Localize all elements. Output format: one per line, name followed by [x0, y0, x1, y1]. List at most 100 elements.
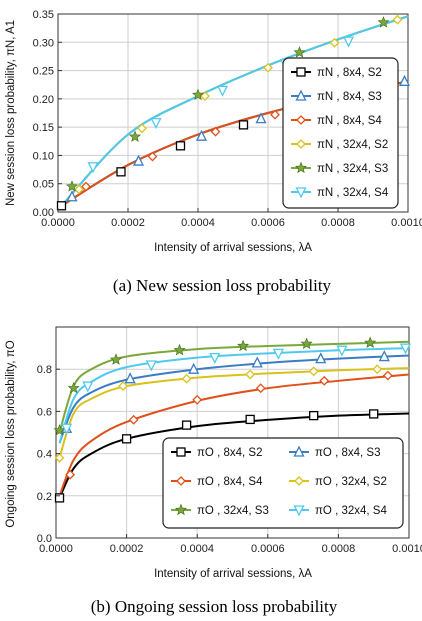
series-marker — [377, 16, 390, 28]
legend-marker — [293, 505, 305, 517]
series-marker — [110, 353, 123, 365]
series-marker — [210, 126, 221, 137]
y-tick-label: 0.25 — [33, 66, 54, 78]
series-marker — [132, 154, 145, 166]
y-tick-label: 0.20 — [33, 94, 54, 106]
legend-label: πO , 32x4, S3 — [197, 505, 269, 517]
series-marker — [195, 129, 208, 141]
series-marker — [336, 345, 348, 357]
x-tick-label: 0.0000 — [41, 217, 75, 229]
series-marker — [270, 109, 280, 120]
x-tick-label: 0.0004 — [181, 217, 215, 229]
series-marker — [54, 452, 65, 463]
legend-a: πN , 8x4, S2 πN , 8x4, S3 πN , 8x4, S4 πN ,… — [282, 57, 399, 209]
legend-label: πN , 32x4, S2 — [317, 139, 388, 151]
y-tick-label: 0.30 — [33, 37, 54, 49]
series-marker — [82, 381, 94, 393]
series-marker — [209, 352, 221, 365]
series-marker — [398, 74, 411, 86]
series-marker — [245, 369, 256, 380]
legend-label: πN , 8x4, S2 — [317, 67, 382, 79]
legend-label: πN , 32x4, S3 — [317, 163, 388, 175]
y-tick-label: 0.4 — [37, 449, 52, 461]
legend-label: πN , 32x4, S4 — [317, 187, 389, 199]
legend-label: πN , 8x4, S3 — [317, 91, 382, 103]
series-marker — [145, 360, 157, 372]
legend-label: πO , 8x4, S4 — [197, 476, 263, 488]
legend-marker — [293, 445, 305, 457]
series-marker — [378, 350, 390, 362]
legend-marker — [294, 476, 304, 486]
series-marker — [245, 414, 255, 425]
legend-label: πO , 8x4, S2 — [197, 447, 262, 459]
series-marker — [329, 37, 340, 48]
series-line — [58, 367, 410, 459]
series-line — [58, 354, 410, 444]
series-marker — [300, 337, 313, 349]
series-marker — [369, 409, 379, 419]
caption-b: (b) Ongoing session loss probability — [91, 597, 338, 616]
legend-marker — [295, 187, 307, 199]
legend-marker — [176, 476, 186, 486]
series-line — [58, 347, 410, 444]
series-marker — [272, 348, 284, 360]
series-marker — [188, 362, 200, 374]
legend-box — [162, 437, 404, 529]
series-marker — [263, 62, 273, 73]
y-tick-label: 0.05 — [33, 179, 54, 191]
series-marker — [65, 180, 79, 192]
legend-marker — [296, 115, 306, 125]
series-marker — [124, 372, 136, 384]
series-marker — [399, 343, 412, 355]
series-marker — [255, 383, 266, 394]
y-tick-label: 0.35 — [33, 9, 54, 21]
y-tick-label: 0.8 — [37, 364, 52, 376]
series-marker — [121, 434, 132, 444]
y-tick-label: 0.6 — [37, 406, 52, 418]
series-marker — [181, 420, 192, 430]
x-tick-label: 0.0010 — [391, 217, 422, 229]
series-marker — [118, 381, 128, 391]
x-tick-label: 0.0006 — [251, 217, 285, 229]
series-marker — [116, 167, 126, 177]
legend-label: πO , 8x4, S3 — [315, 447, 380, 459]
series-marker — [173, 343, 186, 356]
series-marker — [200, 91, 210, 101]
series-marker — [54, 493, 65, 503]
series-marker — [74, 184, 84, 195]
y-tick-label: 0.00 — [33, 207, 54, 219]
series-marker — [342, 36, 355, 48]
series-marker — [238, 120, 249, 130]
series-marker — [128, 130, 142, 142]
legend-marker — [296, 67, 306, 77]
series-line — [60, 15, 409, 207]
series-marker — [293, 46, 306, 58]
series-line — [58, 412, 410, 499]
series-marker — [56, 201, 67, 211]
series-group-b — [53, 336, 412, 503]
series-marker — [237, 339, 250, 352]
series-marker — [181, 373, 192, 384]
series-marker — [67, 381, 80, 394]
series-marker — [81, 181, 91, 192]
legend-marker — [176, 447, 186, 457]
series-marker — [216, 85, 229, 97]
plot-frame-a — [57, 13, 409, 213]
caption-a: (a) New session loss probability — [113, 276, 332, 295]
series-marker — [192, 394, 203, 405]
x-tick-label: 0.0008 — [321, 217, 355, 229]
plot-frame-b — [55, 326, 410, 539]
xlabel-a: Intensity of arrival sessions, λA — [154, 242, 312, 254]
series-line — [58, 340, 410, 433]
y-tick-label: 0.10 — [33, 150, 54, 162]
legend-label: πO , 32x4, S2 — [315, 476, 387, 488]
series-marker — [150, 117, 162, 130]
chart-new-session-loss: 0.0000 0.0002 0.0004 0.0006 0.0008 0.0010 0.00… — [5, 9, 422, 295]
series-marker — [53, 424, 66, 436]
series-marker — [251, 356, 263, 368]
series-marker — [319, 375, 330, 386]
x-tick-label: 0.0000 — [39, 543, 73, 555]
x-tick-label: 0.0002 — [110, 543, 144, 555]
series-marker — [65, 469, 76, 480]
